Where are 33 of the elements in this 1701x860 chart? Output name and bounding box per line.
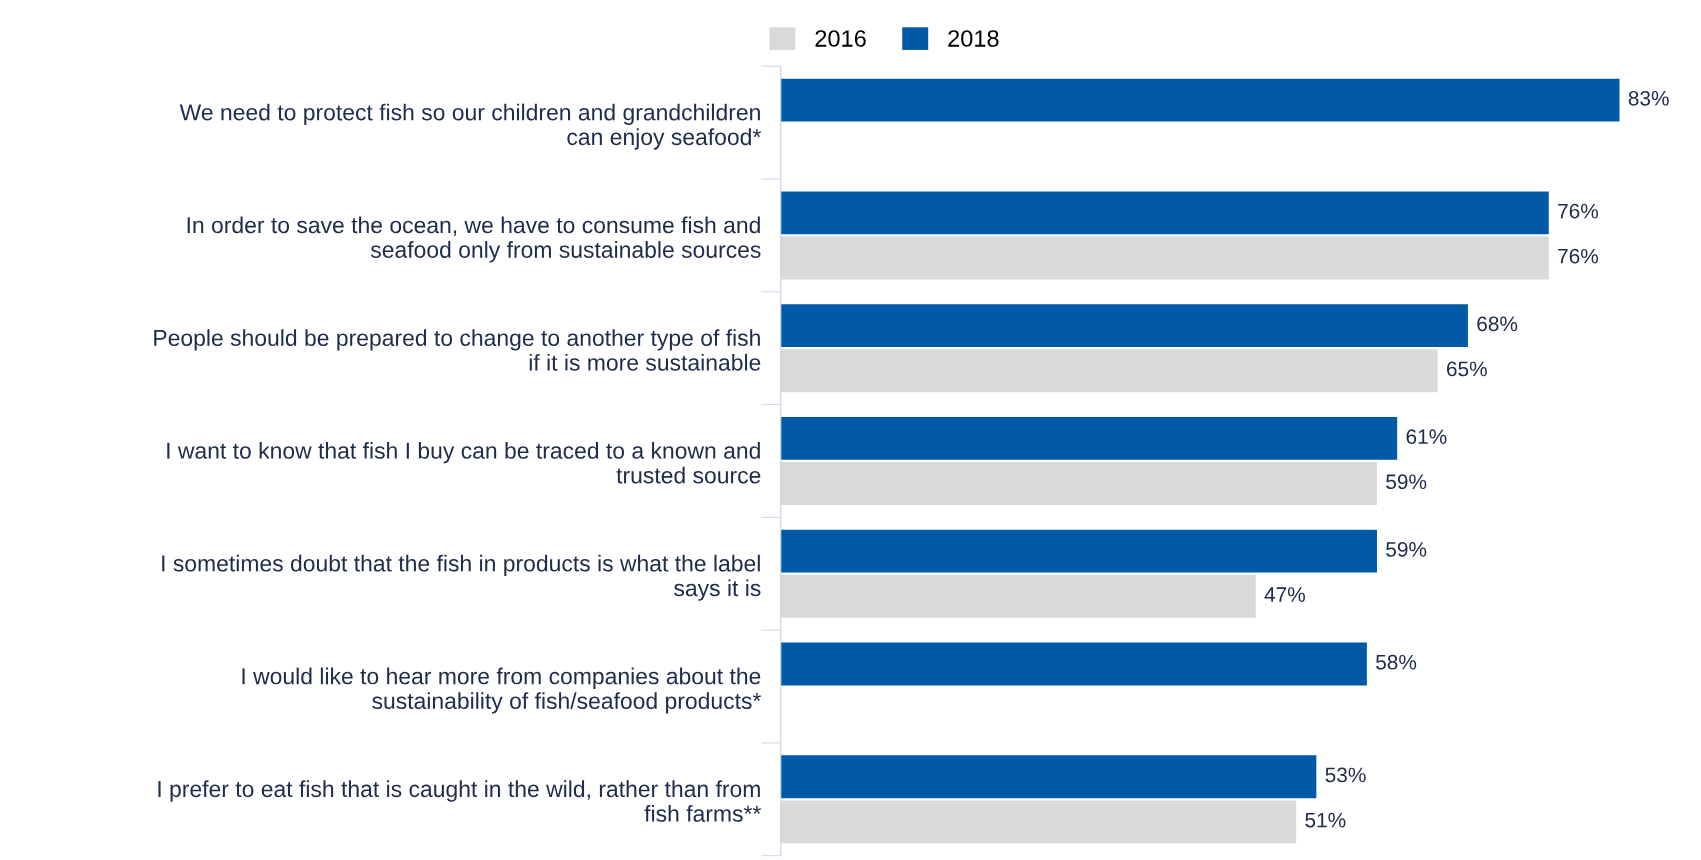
bar — [780, 755, 1317, 799]
y-tick-label: I prefer to eat fish that is caught in the wild, rather than from fish farms** — [158, 780, 761, 822]
y-tick-label: People should be prepared to change to another type of fish if it is more sustainable — [154, 329, 761, 371]
data-label: 53% — [1325, 767, 1366, 783]
bar — [780, 416, 1398, 460]
y-tick-label: I want to know that fish I buy can be traced to a known and trusted source — [167, 441, 761, 484]
data-label: 76% — [1558, 248, 1599, 264]
y-tick-label: In order to save the ocean, we have to consume fish and seafood only from sustainable sources — [187, 216, 761, 263]
bar — [780, 642, 1367, 686]
bar — [780, 191, 1549, 235]
bar — [780, 529, 1377, 573]
bar — [780, 462, 1377, 505]
data-label: 58% — [1376, 654, 1417, 670]
data-label: 51% — [1305, 812, 1346, 828]
y-tick-label: I sometimes doubt that the fish in products is what the label says it is — [162, 554, 761, 601]
data-label: 68% — [1477, 316, 1518, 332]
bar — [780, 236, 1549, 280]
data-label: 83% — [1628, 90, 1669, 106]
legend-label: 2016 — [815, 30, 866, 47]
bar — [780, 800, 1297, 844]
bar — [780, 574, 1256, 618]
data-label: 59% — [1386, 542, 1427, 557]
data-label: 65% — [1447, 361, 1487, 377]
legend-label: 2018 — [948, 30, 999, 47]
bar — [780, 78, 1620, 122]
y-tick-label: I would like to hear more from companies about the sustainability of fish/seafood products* — [242, 667, 761, 714]
y-tick-label: We need to protect fish so our children and grandchildren can enjoy seafood* — [179, 103, 761, 150]
data-label: 76% — [1558, 203, 1599, 219]
bar — [780, 304, 1468, 348]
bar — [780, 349, 1438, 393]
data-label: 47% — [1264, 587, 1305, 602]
data-label: 61% — [1406, 429, 1447, 444]
data-label: 59% — [1386, 474, 1427, 490]
